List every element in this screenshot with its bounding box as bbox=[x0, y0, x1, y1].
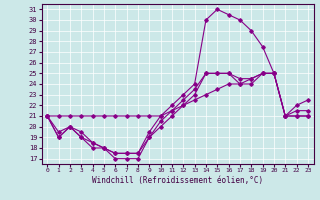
X-axis label: Windchill (Refroidissement éolien,°C): Windchill (Refroidissement éolien,°C) bbox=[92, 176, 263, 185]
